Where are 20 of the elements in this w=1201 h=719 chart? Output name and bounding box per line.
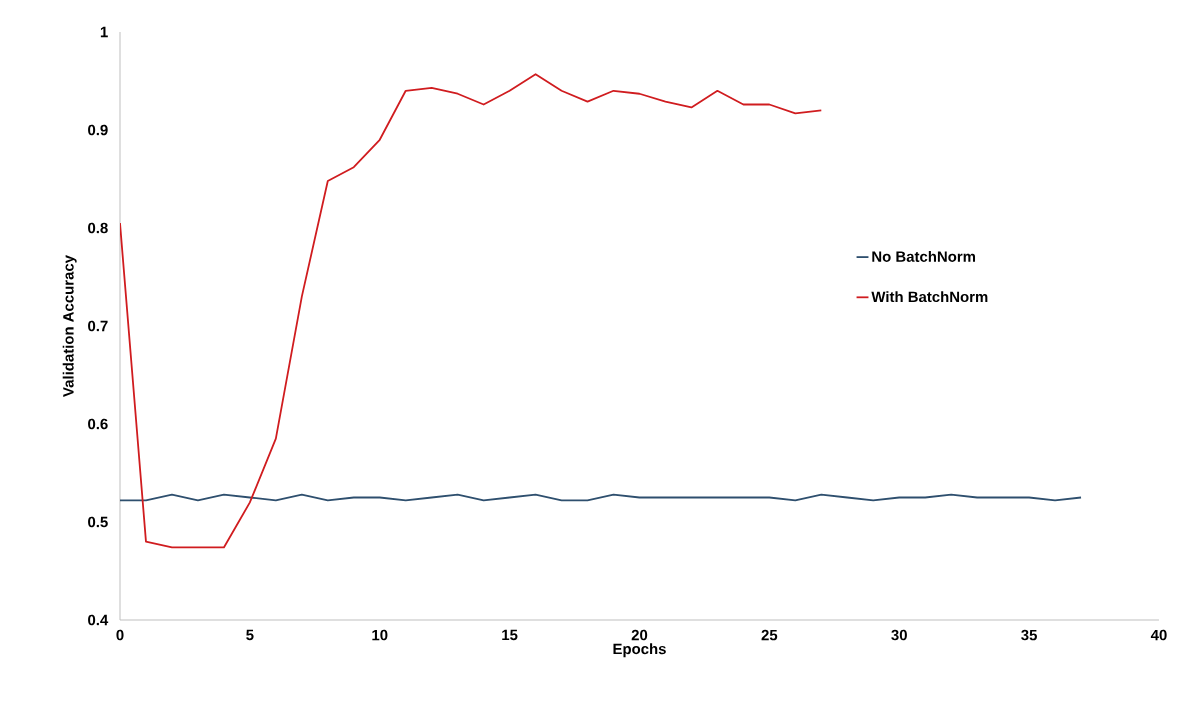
y-tick-label: 0.5 — [88, 516, 108, 528]
y-tick-label: 1 — [100, 26, 108, 38]
y-tick-label: 0.9 — [88, 124, 108, 136]
y-tick-label: 0.7 — [88, 320, 108, 332]
y-tick-label: 0.8 — [88, 222, 108, 234]
x-tick-label: 5 — [246, 629, 254, 641]
x-tick-label: 15 — [502, 629, 518, 641]
x-tick-label: 20 — [631, 629, 648, 641]
x-tick-label: 30 — [891, 629, 907, 641]
legend-label: No BatchNorm — [872, 250, 976, 262]
x-tick-label: 35 — [1021, 629, 1037, 641]
legend-label: With BatchNorm — [871, 291, 988, 303]
y-tick-label: 0.6 — [88, 418, 108, 430]
x-tick-label: 40 — [1150, 629, 1167, 641]
x-tick-label: 25 — [761, 629, 778, 641]
x-tick-label: 0 — [116, 629, 124, 641]
x-axis-title: Epochs — [613, 643, 666, 658]
y-tick-label: 0.4 — [88, 614, 109, 626]
y-axis-title: Validation Accuracy — [62, 255, 77, 397]
x-tick-label: 10 — [372, 629, 388, 641]
